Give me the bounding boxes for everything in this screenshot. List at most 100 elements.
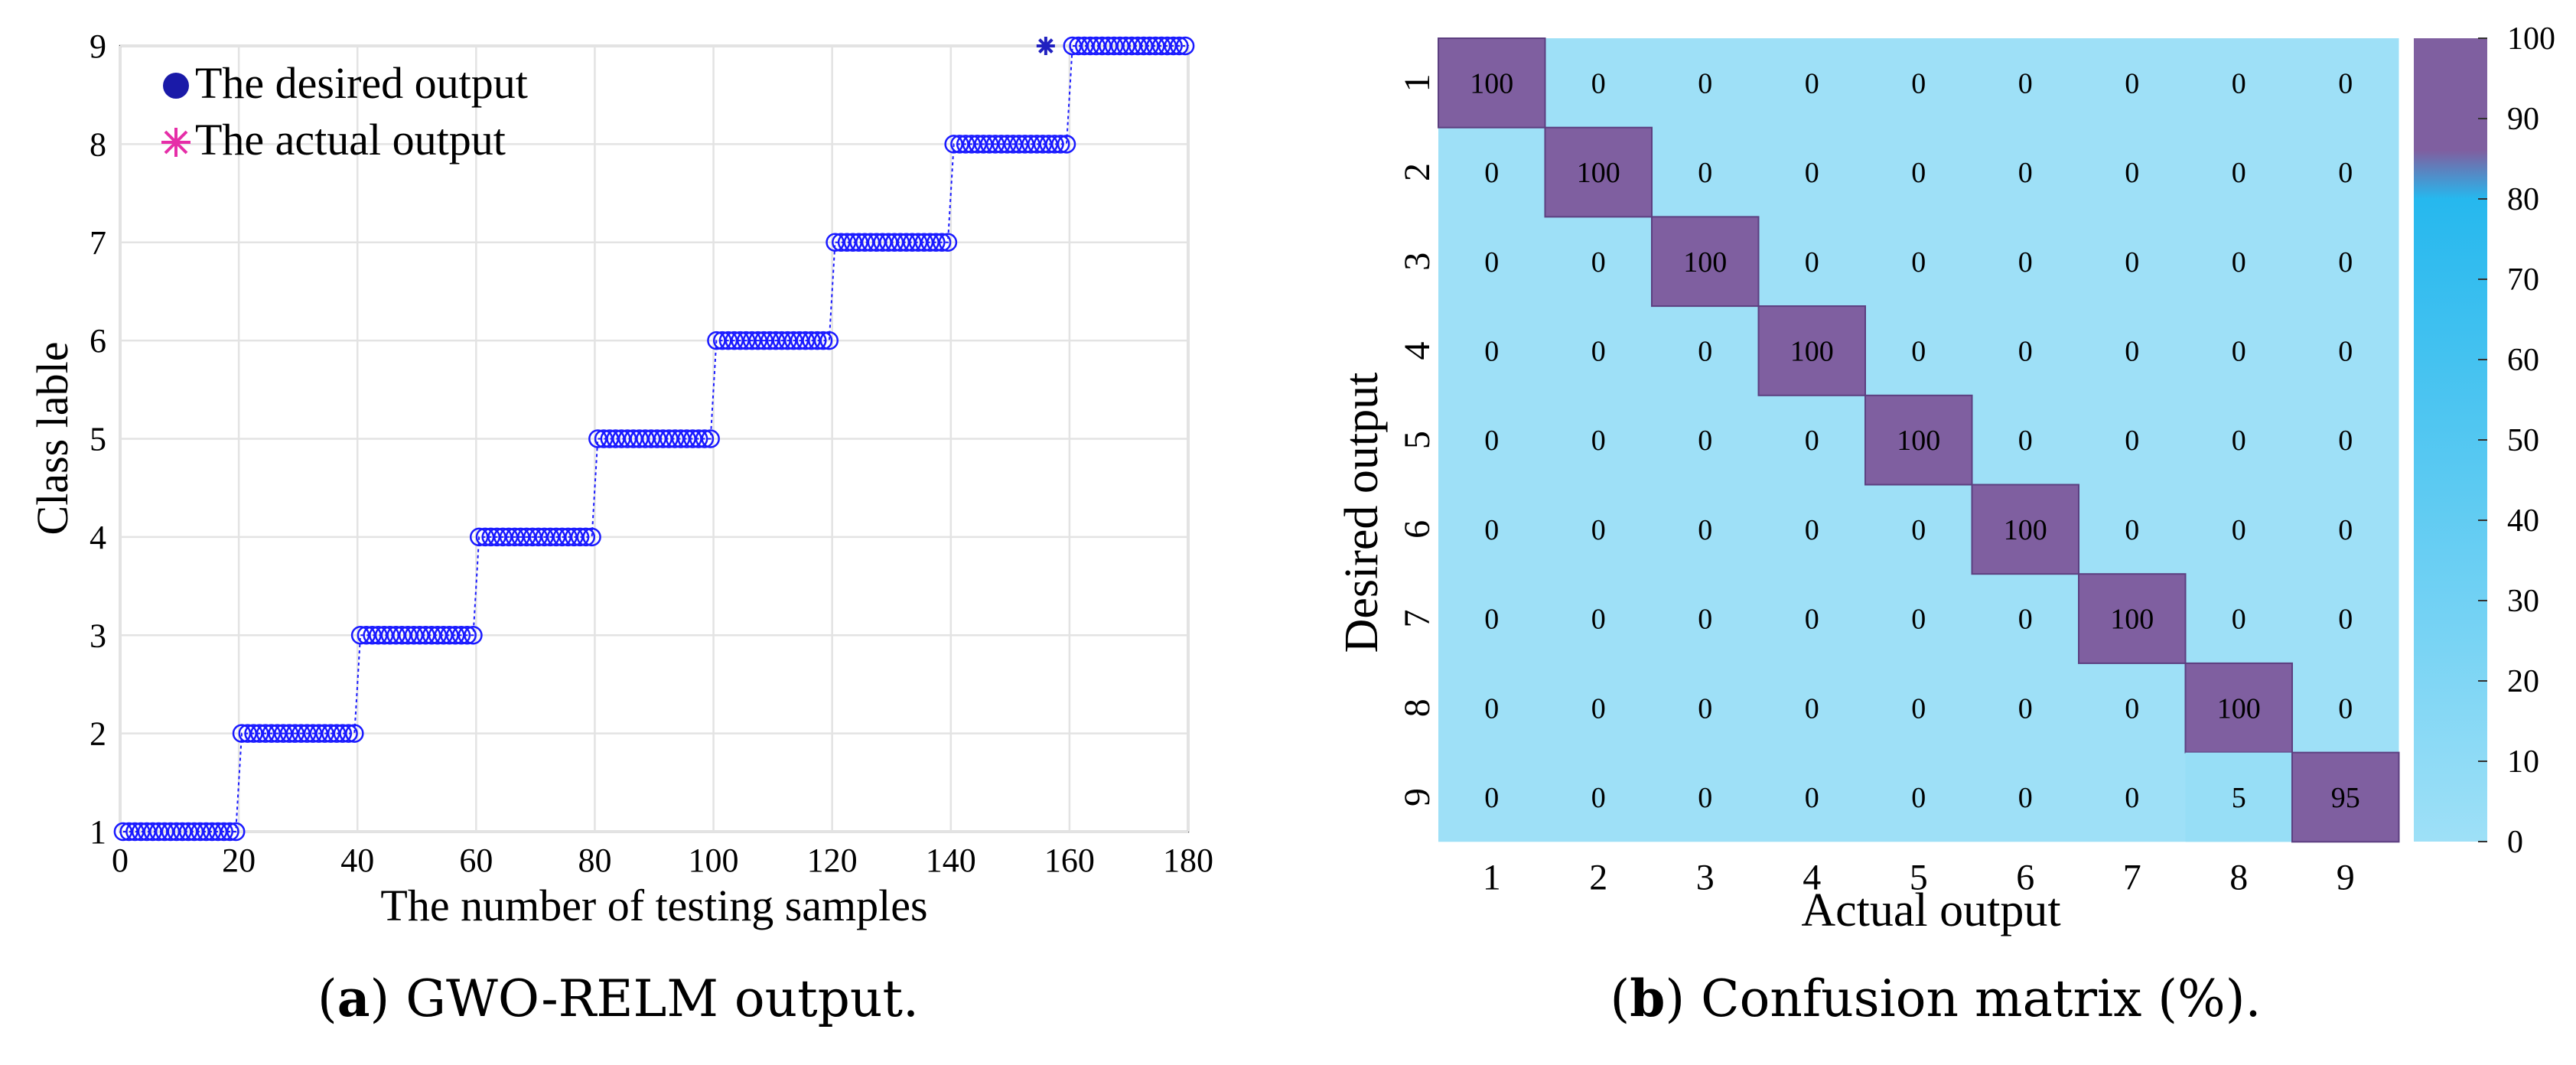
desired-output-point [778, 331, 797, 350]
heatmap-ticks: 1 2 3 4 5 6 7 8 9 1 2 3 4 5 6 7 8 9 [1397, 73, 2355, 897]
desired-output-point [238, 724, 257, 743]
desired-output-point [1069, 36, 1088, 56]
heatmap-cell-value: 0 [2018, 604, 2033, 636]
heatmap-cell-value: 0 [2338, 157, 2353, 189]
caption-a-text: GWO-RELM output. [389, 969, 919, 1028]
desired-output-point [113, 822, 133, 842]
desired-output-point [309, 724, 329, 743]
heatmap-cell-value: 0 [1698, 67, 1712, 99]
desired-output-point [891, 233, 910, 252]
colorbar-ticks: 0 10 20 30 40 50 60 70 80 90 100 [2478, 21, 2555, 860]
desired-output-point [291, 724, 311, 743]
plot-a-grid [119, 44, 1190, 833]
desired-output-point [903, 233, 922, 252]
desired-output-point [374, 626, 394, 645]
desired-output-point [1086, 36, 1106, 56]
desired-output-point [600, 429, 620, 448]
desired-output-point [725, 331, 744, 350]
heatmap-x-tick-label: 1 [1483, 857, 1501, 897]
desired-output-point [1140, 36, 1159, 56]
desired-output-point [665, 429, 685, 448]
desired-output-point [1164, 36, 1183, 56]
desired-output-point [244, 724, 263, 743]
desired-output-point [552, 527, 572, 547]
desired-output-point [1075, 36, 1094, 56]
desired-output-point [570, 527, 590, 547]
desired-output-point [796, 331, 816, 350]
desired-output-point [873, 233, 892, 252]
desired-output-point [464, 626, 483, 645]
heatmap-cell [1544, 126, 1653, 218]
desired-output-point [653, 429, 672, 448]
desired-output-point [624, 429, 643, 448]
desired-output-point [511, 527, 530, 547]
heatmap-y-tick-label: 5 [1397, 431, 1438, 449]
desired-output-point [505, 527, 524, 547]
heatmap-cell-value: 0 [2125, 246, 2139, 278]
desired-output-point [772, 331, 791, 350]
heatmap-cell-value: 100 [1577, 157, 1620, 189]
heatmap-cell-value: 0 [1591, 692, 1606, 725]
desired-output-point [1099, 36, 1118, 56]
heatmap-cell-value: 0 [1698, 782, 1712, 814]
desired-output-point [950, 135, 969, 154]
desired-output-point [173, 822, 192, 842]
desired-output-point [962, 135, 982, 154]
heatmap-cell [1757, 305, 1866, 396]
desired-output-point [754, 331, 773, 350]
desired-output-point [523, 527, 542, 547]
desired-output-point [837, 233, 857, 252]
desired-output-point [1003, 135, 1023, 154]
heatmap-cell-value: 0 [2018, 246, 2033, 278]
heatmap-cell-value: 5 [2232, 782, 2246, 814]
caption-a: (a) GWO-RELM output. [318, 969, 919, 1028]
colorbar-tick-label: 60 [2507, 343, 2539, 378]
colorbar-tick-label: 30 [2507, 584, 2539, 619]
desired-output-point [992, 135, 1011, 154]
desired-output-point [879, 233, 898, 252]
desired-output-point [998, 135, 1017, 154]
heatmap-y-tick-label: 2 [1397, 163, 1438, 181]
heatmap-cell-value: 0 [1911, 604, 1926, 636]
desired-output-point [748, 331, 767, 350]
colorbar-tick-label: 20 [2507, 664, 2539, 699]
desired-output-point [819, 331, 839, 350]
colorbar-tick-label: 80 [2507, 182, 2539, 217]
desired-output-point [582, 527, 601, 547]
desired-output-point [285, 724, 305, 743]
x-tick-label: 140 [926, 842, 976, 879]
heatmap-cell-value: 100 [1790, 335, 1834, 367]
desired-output-point [451, 626, 471, 645]
heatmap-cell-value: 0 [2338, 692, 2353, 725]
heatmap-cell [2185, 752, 2292, 842]
legend-desired-label: The desired output [195, 58, 528, 108]
desired-output-point [985, 135, 1005, 154]
desired-output-point [303, 724, 323, 743]
desired-output-point [944, 135, 963, 154]
colorbar-tick-label: 70 [2507, 262, 2539, 298]
desired-output-point [333, 724, 353, 743]
desired-output-point [832, 233, 851, 252]
desired-output-point [813, 331, 833, 350]
desired-output-point [357, 626, 376, 645]
y-tick-label: 7 [90, 224, 106, 262]
heatmap-cell-value: 0 [1591, 335, 1606, 367]
heatmap-cell-value: 0 [1911, 782, 1926, 814]
heatmap-cell-value: 100 [2110, 604, 2154, 636]
desired-output-point [808, 331, 827, 350]
caption-b-label: b [1630, 969, 1665, 1028]
desired-output-point [1110, 36, 1130, 56]
heatmap-cell-value: 0 [2338, 514, 2353, 546]
colorbar [2414, 38, 2487, 842]
heatmap-cell-value: 0 [1698, 514, 1712, 546]
desired-output-point [559, 527, 578, 547]
heatmap-cell-value: 0 [2232, 157, 2246, 189]
heatmap-cell-value: 0 [1591, 514, 1606, 546]
desired-output-point [475, 527, 495, 547]
heatmap-cell-value: 0 [1484, 782, 1499, 814]
plot-a-ticks: 0 20 40 60 80 100 120 140 160 180 1 2 3 4 5 6 7 8 9 [90, 28, 1213, 879]
desired-output-point [855, 233, 874, 252]
desired-output-point [428, 626, 448, 645]
heatmap-cell-value: 0 [1805, 67, 1819, 99]
desired-output-point [565, 527, 584, 547]
